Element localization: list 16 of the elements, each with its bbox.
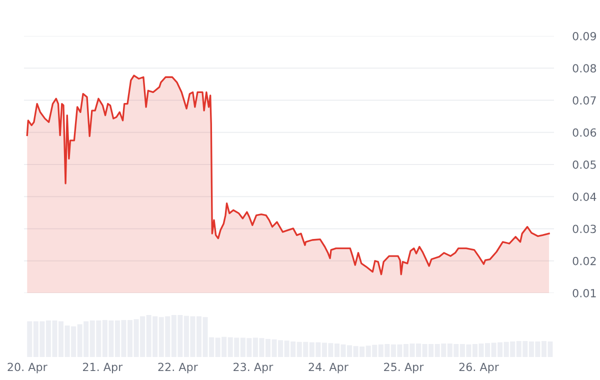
y-tick-label: 0.04 [572, 192, 596, 202]
y-tick-label: 0.07 [572, 96, 596, 105]
x-tick-label: 24. Apr [308, 362, 348, 374]
y-tick-label: 0.01 [572, 288, 596, 298]
x-tick-label: 20. Apr [8, 362, 48, 374]
x-tick-label: 21. Apr [83, 362, 123, 374]
y-tick-label: 0.08 [572, 64, 596, 73]
y-tick-label: 0.05 [572, 160, 596, 169]
y-tick-label: 0.03 [572, 224, 596, 234]
x-tick-label: 25. Apr [384, 362, 424, 374]
y-tick-label: 0.06 [572, 128, 596, 137]
x-tick-label: 23. Apr [234, 362, 274, 374]
x-tick-label: 26. Apr [459, 362, 499, 374]
x-tick-label: 22. Apr [158, 362, 198, 374]
y-tick-label: 0.02 [572, 256, 596, 266]
y-tick-label: 0.09 [572, 32, 596, 40]
